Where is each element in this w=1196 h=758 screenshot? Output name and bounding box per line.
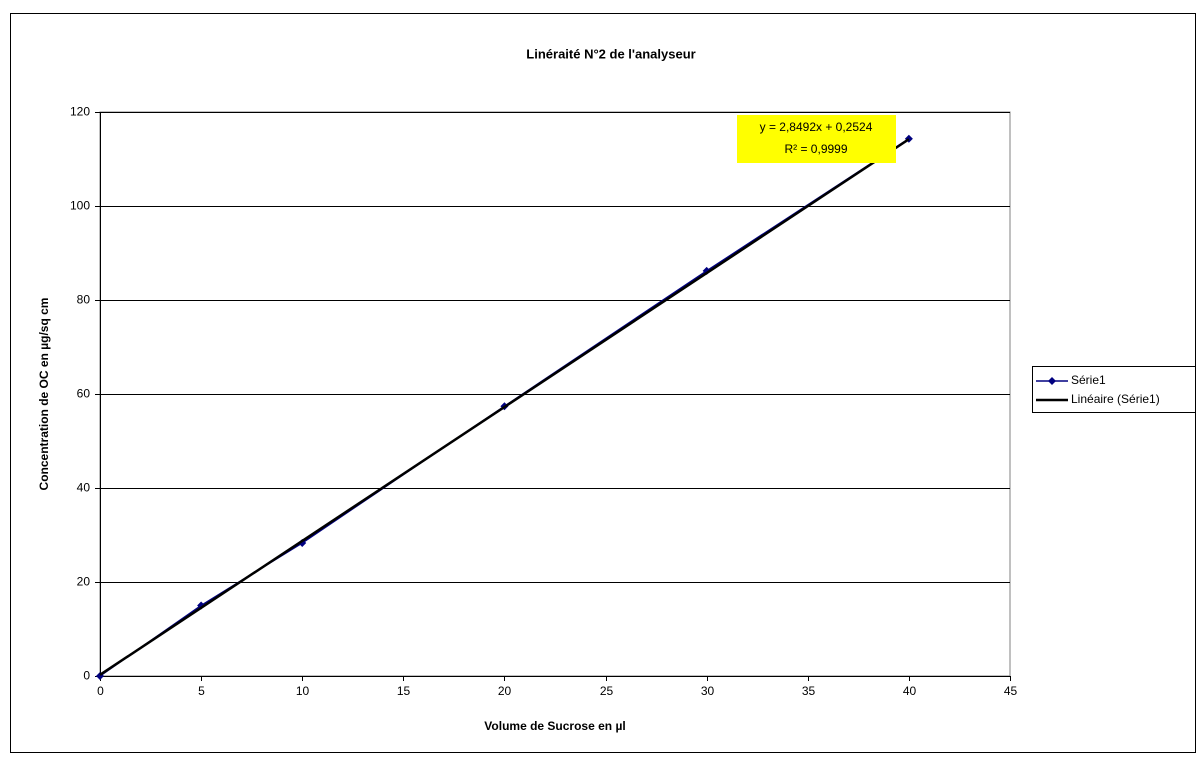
x-axis-title: Volume de Sucrose en µl: [484, 719, 625, 733]
x-tick-label: 10: [296, 684, 310, 698]
x-tick-label: 35: [802, 684, 816, 698]
x-tick-label: 25: [600, 684, 614, 698]
x-tick-label: 40: [903, 684, 917, 698]
y-tick-label: 40: [77, 481, 91, 495]
chart-title: Linéraité N°2 de l'analyseur: [526, 46, 695, 61]
y-axis-title: Concentration de OC en µg/sq cm: [37, 298, 51, 491]
x-tick-label: 5: [198, 684, 205, 698]
x-tick-label: 30: [701, 684, 715, 698]
annotation-box: [737, 115, 896, 163]
x-tick-label: 15: [397, 684, 411, 698]
annotation: R² = 0,9999: [784, 142, 847, 156]
x-tick-label: 45: [1004, 684, 1018, 698]
y-tick-label: 60: [77, 387, 91, 401]
legend-marker: [1048, 377, 1056, 385]
legend-label: Série1: [1071, 373, 1106, 387]
x-tick-label: 0: [97, 684, 104, 698]
x-tick-label: 20: [498, 684, 512, 698]
y-tick-label: 100: [70, 199, 90, 213]
y-tick-label: 0: [83, 669, 90, 683]
y-tick-label: 20: [77, 575, 91, 589]
annotation: y = 2,8492x + 0,2524: [760, 120, 873, 134]
y-tick-label: 120: [70, 105, 90, 119]
trendline: [99, 138, 910, 676]
legend-label: Linéaire (Série1): [1071, 392, 1160, 406]
legend: [1032, 366, 1196, 413]
y-tick-label: 80: [77, 293, 91, 307]
